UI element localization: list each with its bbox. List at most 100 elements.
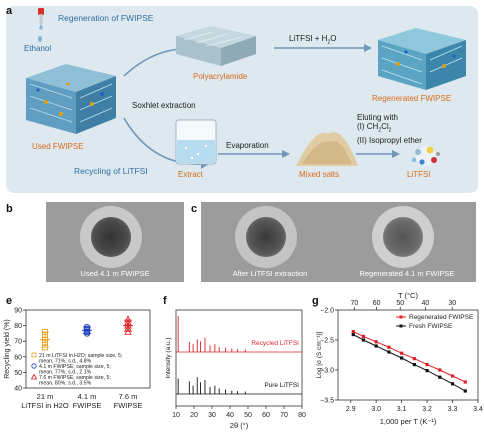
used-fwipse-label: Used FWIPSE (32, 142, 84, 151)
series-label: Pure LiTFSI (264, 382, 299, 389)
x-tick-label: 30 (208, 412, 216, 419)
y-axis-label: Intensity (a.u.) (165, 337, 172, 378)
membrane-core (91, 217, 131, 257)
micrograph-after-extraction: After LiTFSI extraction (201, 202, 339, 282)
x-category-label: 4.1 m (78, 392, 97, 401)
data-point (361, 338, 366, 342)
data-point (412, 363, 416, 367)
micrograph-caption: Used 4.1 m FWIPSE (80, 269, 150, 278)
panel-e-label: e (6, 295, 13, 307)
mixed-salts-pile-icon (296, 132, 358, 166)
legend-text: mean, 71%; s.d., 4.8% (39, 359, 92, 365)
dropper-icon (38, 8, 44, 42)
x-tick-label: 80 (298, 412, 306, 419)
legend-text: Fresh FWIPSE (409, 323, 453, 330)
data-point (438, 368, 442, 372)
data-point (450, 374, 455, 378)
x-axis-label: 2θ (°) (230, 421, 249, 430)
y-tick-label: 40 (14, 386, 22, 393)
x-tick-label: 3.3 (448, 406, 458, 413)
panel-b-label: b (6, 203, 13, 215)
soxhlet-label: Soxhlet extraction (132, 101, 196, 110)
panel-g-label: g (312, 295, 319, 307)
data-point (438, 375, 442, 379)
series-line (353, 334, 466, 392)
top-axis-label: T (°C) (398, 291, 418, 300)
x-tick-label: 3.4 (473, 406, 483, 413)
y-axis-label: Log [σ (S cm⁻¹)] (316, 331, 323, 378)
x-tick-label: 40 (226, 412, 234, 419)
legend-text: mean, 80%; s.d., 3.5% (39, 381, 92, 387)
data-point (42, 332, 48, 338)
series-label: Recycled LiTFSI (251, 340, 299, 347)
x-tick-label: 20 (190, 412, 198, 419)
x-category-label: 21 m (37, 392, 54, 401)
plot-frame (337, 309, 479, 401)
data-point (351, 330, 355, 334)
data-point (387, 350, 391, 354)
evaporation-label: Evaporation (226, 141, 269, 150)
y-tick-label: −2.0 (320, 308, 334, 315)
data-point (42, 339, 48, 346)
micrograph-caption: Regenerated 4.1 m FWIPSE (359, 269, 455, 278)
eluting-label: Eluting with (I) CH2Cl2 (II) Isopropyl e… (357, 113, 422, 145)
x-tick-label: 10 (172, 412, 180, 419)
legend-text: 7.6 m FWIPSE; sample size, 5; (39, 375, 111, 381)
top-tick-label: 50 (396, 300, 404, 307)
panel-a-label: a (6, 5, 13, 17)
data-point (425, 363, 429, 367)
x-axis-label: 1,000 per T (K⁻¹) (380, 417, 437, 426)
legend-marker (399, 315, 403, 319)
regenerated-fwipse-label: Regenerated FWIPSE (372, 94, 452, 103)
membrane-core (383, 217, 423, 257)
legend-marker (30, 373, 38, 380)
x-tick-label: 3.0 (371, 406, 381, 413)
legend-text: 21 m LiTFSI in H2O; sample size, 5; (39, 353, 122, 359)
data-point (42, 328, 48, 335)
recycling-title: Recycling of LiTFSI (74, 166, 148, 176)
data-point (412, 357, 416, 361)
xrd-chart: 10 20 30 40 50 60 70 80 2θ (°) Intensity (a.u.) Re… (165, 309, 306, 430)
y-tick-label: 70 (14, 339, 22, 346)
ethanol-label: Ethanol (24, 44, 52, 53)
litfsi-h2o-label: LiTFSI + H2O (289, 34, 337, 46)
legend-marker (31, 352, 37, 358)
panel-f-label: f (163, 295, 167, 307)
series-line (353, 331, 466, 383)
regenerated-fwipse-block-icon (378, 28, 466, 90)
arrow-head-3 (364, 44, 372, 52)
micrograph-used: Used 4.1 m FWIPSE (46, 202, 184, 282)
x-tick-label: 2.9 (346, 406, 356, 413)
x-tick-label: 50 (244, 412, 252, 419)
micrograph-caption: After LiTFSI extraction (232, 269, 308, 278)
extract-beaker-icon (175, 119, 217, 165)
x-tick-label: 60 (262, 412, 270, 419)
data-point (463, 380, 467, 384)
y-tick-label: −2.5 (320, 338, 334, 345)
data-point (387, 345, 391, 349)
litfsi-molecule-icon (411, 146, 440, 166)
polyacrylamide-block-icon (176, 26, 256, 66)
data-point (425, 369, 429, 373)
x-category-label: LiTFSI in H2O (21, 401, 69, 410)
y-tick-label: −3.0 (320, 368, 334, 375)
y-axis-label: Recycling yield (%) (4, 319, 11, 379)
legend-text: 4.1 m FWIPSE; sample size, 5; (39, 364, 111, 370)
used-fwipse-block-icon (26, 64, 116, 134)
x-tick-label: 3.2 (422, 406, 432, 413)
plot-frame (25, 309, 151, 389)
top-tick-label: 60 (373, 300, 381, 307)
y-tick-label: 50 (14, 370, 22, 377)
plot-frame (175, 309, 303, 407)
arrow-head-5 (392, 150, 400, 158)
y-tick-label: 90 (14, 308, 22, 315)
data-point (351, 333, 355, 337)
legend-marker (31, 363, 37, 369)
micrograph-regenerated: Regenerated 4.1 m FWIPSE (338, 202, 476, 282)
mixed-salts-label: Mixed salts (299, 170, 340, 179)
x-category-label: FWIPSE (73, 401, 102, 410)
extract-label: Extract (178, 170, 203, 179)
top-tick-label: 30 (448, 300, 456, 307)
data-point (374, 344, 378, 348)
data-point (361, 334, 366, 338)
